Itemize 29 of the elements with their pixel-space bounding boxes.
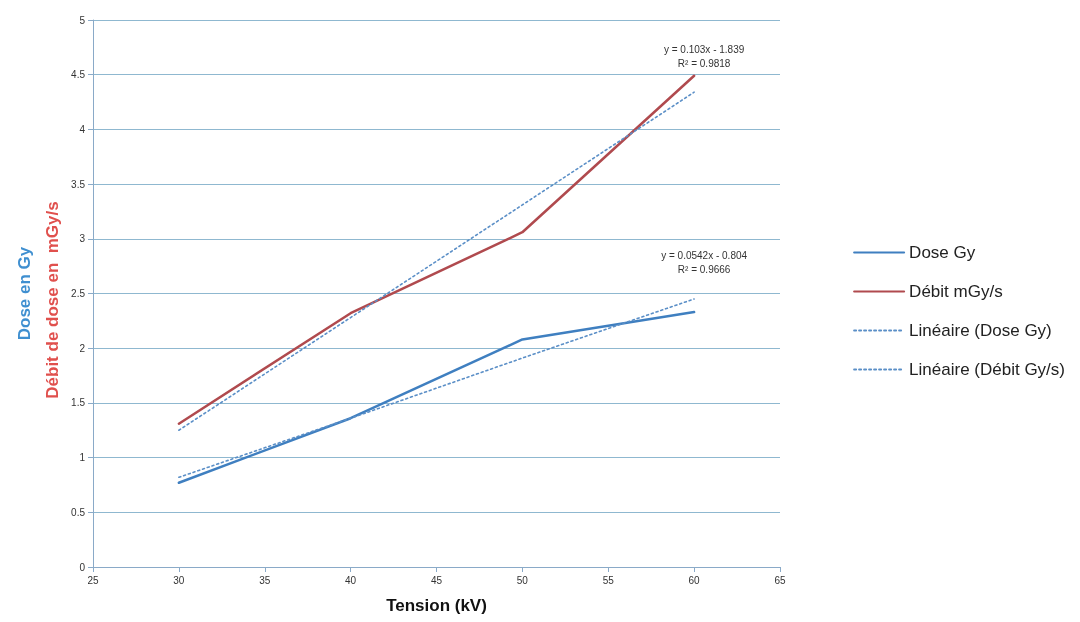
x-tick-label: 60 bbox=[688, 574, 701, 586]
y-tick-label: 4.5 bbox=[71, 69, 86, 81]
legend-label: Linéaire (Dose Gy) bbox=[909, 321, 1052, 340]
annotation: y = 0.103x - 1.839 R² = 0.9818 bbox=[663, 43, 745, 69]
legend-label: Linéaire (Débit Gy/s) bbox=[909, 360, 1065, 379]
x-tick-label: 35 bbox=[259, 574, 271, 586]
y-tick-label: 1 bbox=[79, 452, 86, 464]
x-tick-label: 40 bbox=[345, 574, 357, 586]
x-tick-label: 45 bbox=[430, 574, 443, 586]
y-tick-label: 0.5 bbox=[71, 506, 86, 518]
y-tick-label: 5 bbox=[79, 14, 86, 26]
y-tick-label: 1.5 bbox=[71, 397, 86, 409]
y-axis-title: Dose en Gy bbox=[15, 246, 34, 341]
x-axis-title: Tension (kV) bbox=[386, 596, 487, 615]
y-tick-label: 4 bbox=[79, 123, 86, 135]
y-tick-label: 0 bbox=[79, 561, 86, 573]
legend-label: Débit mGy/s bbox=[909, 282, 1003, 301]
legend-label: Dose Gy bbox=[909, 243, 976, 262]
y-tick-label: 2 bbox=[79, 342, 86, 354]
x-tick-label: 50 bbox=[516, 574, 529, 586]
x-tick-label: 55 bbox=[602, 574, 615, 586]
annotation: y = 0.0542x - 0.804 R² = 0.9666 bbox=[661, 250, 748, 276]
y-tick-label: 3 bbox=[79, 233, 86, 245]
x-tick-label: 65 bbox=[774, 574, 786, 586]
y-tick-label: 3.5 bbox=[71, 178, 86, 190]
x-tick-label: 25 bbox=[87, 574, 99, 586]
x-tick-label: 30 bbox=[173, 574, 185, 586]
y-tick-label: 2.5 bbox=[71, 288, 86, 299]
text: Débit de dose en mGy/s bbox=[42, 201, 62, 399]
